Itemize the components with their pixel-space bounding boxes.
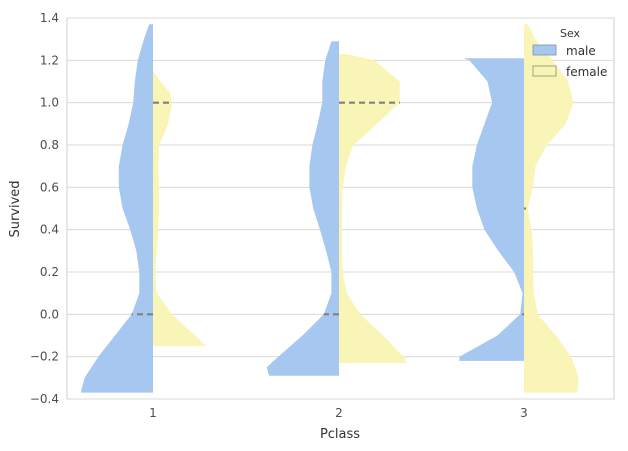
x-tick-label: 1 bbox=[149, 406, 157, 420]
violin-female-pclass-2 bbox=[339, 54, 408, 364]
violin-male-pclass-1 bbox=[80, 24, 153, 393]
y-tick-label: 0.8 bbox=[40, 138, 59, 152]
y-tick-label: −0.4 bbox=[30, 392, 59, 406]
y-tick-label: −0.2 bbox=[30, 350, 59, 364]
legend-label-male: male bbox=[566, 44, 596, 58]
x-axis-ticks: 1 2 3 bbox=[149, 406, 528, 420]
x-axis-label: Pclass bbox=[320, 427, 360, 442]
legend-swatch-female bbox=[532, 65, 557, 77]
y-tick-label: 0.6 bbox=[40, 180, 59, 194]
y-tick-label: 1.2 bbox=[40, 53, 59, 67]
legend: Sex male female bbox=[532, 27, 607, 79]
legend-title: Sex bbox=[560, 27, 581, 40]
y-tick-label: 0.2 bbox=[40, 265, 59, 279]
violin-male-pclass-3 bbox=[459, 58, 524, 361]
violin-male-pclass-2 bbox=[266, 41, 339, 376]
violin-inner-lines bbox=[131, 101, 528, 316]
violin-bodies bbox=[80, 24, 579, 393]
legend-swatch-male bbox=[532, 44, 557, 56]
y-tick-label: 1.0 bbox=[40, 96, 59, 110]
x-tick-label: 3 bbox=[520, 406, 528, 420]
y-tick-label: 0.4 bbox=[40, 223, 59, 237]
y-tick-label: 1.4 bbox=[40, 11, 59, 25]
y-axis-ticks: −0.4 −0.2 0.0 0.2 0.4 0.6 0.8 1.0 1.2 1.4 bbox=[30, 11, 59, 406]
legend-label-female: female bbox=[566, 65, 607, 79]
violin-female-pclass-1 bbox=[153, 70, 207, 347]
y-tick-label: 0.0 bbox=[40, 307, 59, 321]
violin-female-pclass-3 bbox=[524, 24, 579, 393]
x-tick-label: 2 bbox=[335, 406, 343, 420]
y-axis-label: Survived bbox=[8, 180, 23, 237]
